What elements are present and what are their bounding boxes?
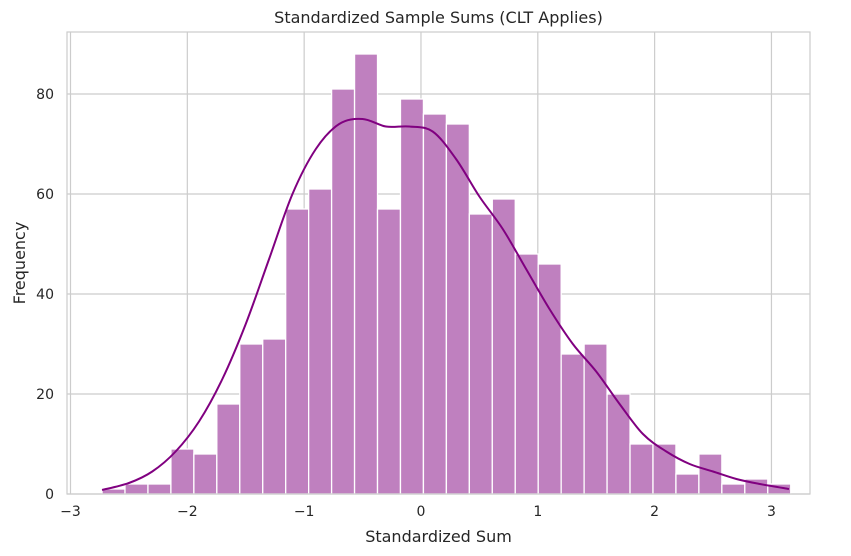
x-tick-label: 1	[533, 504, 542, 520]
y-tick-label: 80	[36, 87, 54, 103]
histogram-bar	[583, 343, 608, 495]
x-tick-label: 2	[650, 504, 659, 520]
histogram-bar	[376, 208, 402, 495]
x-tick-label: 3	[767, 504, 776, 520]
chart-title: Standardized Sample Sums (CLT Applies)	[274, 8, 603, 27]
histogram-bar	[514, 253, 539, 495]
histogram-bar	[560, 353, 585, 495]
histogram-bars	[101, 53, 792, 495]
y-tick-label: 20	[36, 387, 54, 403]
histogram-bar	[629, 443, 654, 495]
y-tick-labels: 0 20 40 60 80	[36, 87, 54, 503]
x-tick-label: 0	[417, 504, 426, 520]
histogram-bar	[216, 403, 241, 495]
histogram-bar	[399, 98, 425, 495]
histogram-bar	[170, 448, 195, 495]
kde-curve	[101, 117, 790, 491]
histogram-bar	[445, 123, 470, 495]
histogram-bar	[468, 213, 493, 495]
histogram-bar	[262, 338, 287, 495]
histogram-bar	[239, 343, 264, 495]
histogram-bar	[721, 483, 746, 495]
y-axis-label: Frequency	[10, 222, 29, 305]
y-tick-label: 0	[45, 487, 54, 503]
histogram-bar	[606, 393, 631, 495]
x-tick-labels: −3 −2 −1 0 1 2 3	[60, 504, 776, 520]
x-tick-label: −2	[177, 504, 198, 520]
histogram-bar	[124, 483, 149, 495]
histogram-bar	[422, 113, 448, 495]
plot-frame	[66, 31, 811, 495]
histogram-bar	[675, 473, 700, 495]
histogram-bar	[193, 453, 218, 495]
x-tick-label: −1	[294, 504, 315, 520]
histogram-bar	[308, 188, 333, 495]
histogram-bar	[537, 263, 562, 495]
y-tick-label: 40	[36, 287, 54, 303]
histogram-bar	[147, 483, 172, 495]
histogram-bar	[285, 208, 310, 495]
x-tick-label: −3	[60, 504, 81, 520]
y-tick-label: 60	[36, 187, 54, 203]
x-axis-label: Standardized Sum	[365, 527, 512, 546]
histogram-bar	[330, 88, 356, 495]
